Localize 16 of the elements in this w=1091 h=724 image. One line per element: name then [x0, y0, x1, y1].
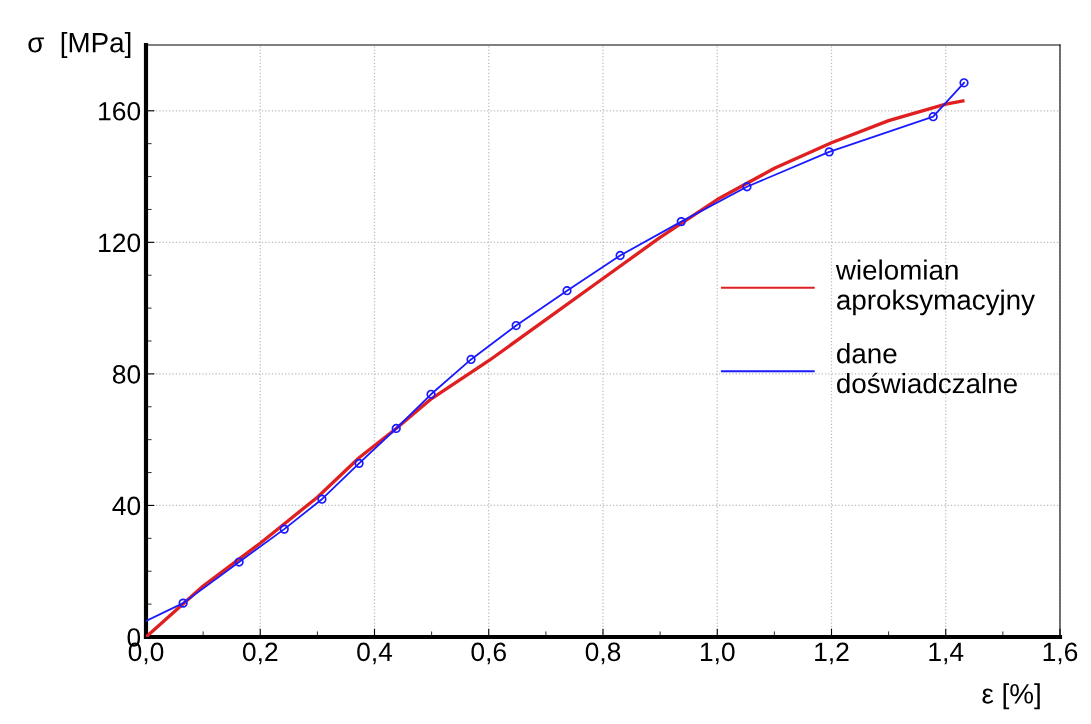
x-axis-title: ε [%] [982, 683, 1040, 710]
x-tick-label: 0,6 [471, 642, 506, 665]
y-axis-title: σ [MPa] [28, 32, 131, 58]
x-tick-label: 1,6 [1043, 642, 1078, 665]
x-tick-label: 0,4 [357, 642, 393, 665]
x-tick-label: 0,2 [242, 642, 278, 665]
y-tick-label: 160 [99, 101, 141, 121]
x-tick-label: 1,0 [700, 642, 735, 665]
y-tick-label: 120 [99, 233, 141, 253]
legend-label: dane doświadczalne [837, 343, 1017, 394]
x-tick-label: 0,8 [585, 642, 621, 665]
x-tick-label: 1,4 [929, 642, 964, 665]
y-tick-label: 40 [112, 496, 141, 516]
legend-label: wielomian aproksymacyjny [835, 259, 1035, 316]
y-tick-label: 80 [112, 365, 141, 384]
x-tick-label: 1,2 [815, 642, 849, 665]
